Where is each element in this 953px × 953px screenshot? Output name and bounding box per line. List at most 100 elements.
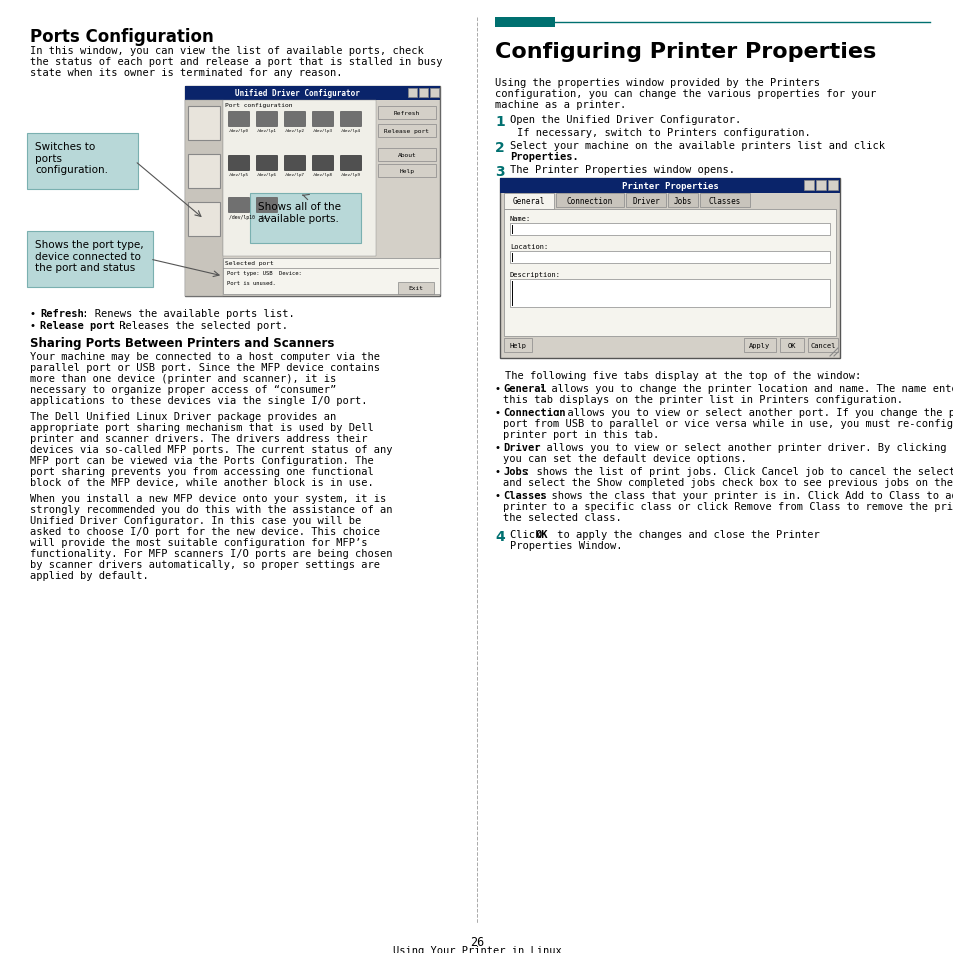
FancyBboxPatch shape <box>228 198 250 213</box>
Text: to apply the changes and close the Printer: to apply the changes and close the Print… <box>551 530 819 539</box>
Text: port from USB to parallel or vice versa while in use, you must re-configure the: port from USB to parallel or vice versa … <box>502 418 953 429</box>
FancyBboxPatch shape <box>185 87 439 296</box>
FancyBboxPatch shape <box>827 181 837 191</box>
FancyBboxPatch shape <box>430 89 438 98</box>
Text: Port is unused.: Port is unused. <box>227 281 275 286</box>
FancyBboxPatch shape <box>255 198 277 213</box>
Text: Location:: Location: <box>510 244 548 250</box>
FancyBboxPatch shape <box>815 181 825 191</box>
Text: Description:: Description: <box>510 272 560 277</box>
Text: : Renews the available ports list.: : Renews the available ports list. <box>76 309 294 318</box>
FancyBboxPatch shape <box>188 107 220 141</box>
Text: Release port: Release port <box>384 129 429 133</box>
FancyBboxPatch shape <box>255 156 277 172</box>
Text: If necessary, switch to Printers configuration.: If necessary, switch to Printers configu… <box>517 128 810 138</box>
Text: Printer Properties: Printer Properties <box>621 182 718 191</box>
Text: : allows you to view or select another printer driver. By clicking Options,: : allows you to view or select another p… <box>534 442 953 453</box>
Text: Jobs: Jobs <box>673 196 692 205</box>
Text: OK: OK <box>787 343 796 349</box>
Text: 3: 3 <box>495 165 504 179</box>
Text: MFP port can be viewed via the Ports Configuration. The: MFP port can be viewed via the Ports Con… <box>30 456 374 465</box>
Text: Releases the selected port.: Releases the selected port. <box>112 320 288 331</box>
FancyBboxPatch shape <box>339 156 361 172</box>
FancyBboxPatch shape <box>499 179 840 193</box>
FancyBboxPatch shape <box>250 193 360 244</box>
FancyBboxPatch shape <box>27 232 152 288</box>
Text: General: General <box>513 197 544 206</box>
Text: Properties.: Properties. <box>510 152 578 162</box>
Text: the selected class.: the selected class. <box>502 513 621 522</box>
Text: Shows the port type,
device connected to
the port and status: Shows the port type, device connected to… <box>35 240 144 273</box>
Text: block of the MFP device, while another block is in use.: block of the MFP device, while another b… <box>30 477 374 488</box>
FancyBboxPatch shape <box>377 125 436 138</box>
FancyBboxPatch shape <box>397 283 434 294</box>
Text: /dev/lp0: /dev/lp0 <box>229 129 249 132</box>
FancyBboxPatch shape <box>223 101 375 256</box>
Text: Help: Help <box>509 343 526 349</box>
Text: applications to these devices via the single I/O port.: applications to these devices via the si… <box>30 395 367 406</box>
Text: 2: 2 <box>495 141 504 154</box>
Text: Open the Unified Driver Configurator.: Open the Unified Driver Configurator. <box>510 115 740 125</box>
Text: Unified Driver Configurator. In this case you will be: Unified Driver Configurator. In this cas… <box>30 516 361 525</box>
FancyBboxPatch shape <box>228 156 250 172</box>
Text: When you install a new MFP device onto your system, it is: When you install a new MFP device onto y… <box>30 494 386 503</box>
Text: •: • <box>495 467 500 476</box>
FancyBboxPatch shape <box>377 107 436 120</box>
Text: /dev/lp1: /dev/lp1 <box>256 129 276 132</box>
FancyBboxPatch shape <box>188 203 220 236</box>
FancyBboxPatch shape <box>780 338 803 353</box>
Text: /dev/lp4: /dev/lp4 <box>340 129 360 132</box>
Text: by scanner drivers automatically, so proper settings are: by scanner drivers automatically, so pro… <box>30 559 379 569</box>
FancyBboxPatch shape <box>503 193 554 210</box>
Text: Classes: Classes <box>708 196 740 205</box>
FancyBboxPatch shape <box>499 179 840 358</box>
Text: •: • <box>495 384 500 394</box>
FancyBboxPatch shape <box>284 112 306 128</box>
FancyBboxPatch shape <box>188 154 220 189</box>
FancyBboxPatch shape <box>192 208 215 226</box>
Text: Cancel: Cancel <box>809 343 835 349</box>
FancyBboxPatch shape <box>377 149 436 162</box>
FancyBboxPatch shape <box>510 280 829 308</box>
Text: : allows you to change the printer location and name. The name entered in: : allows you to change the printer locat… <box>538 384 953 394</box>
Text: strongly recommended you do this with the assistance of an: strongly recommended you do this with th… <box>30 504 392 515</box>
Text: Select your machine on the available printers list and click: Select your machine on the available pri… <box>510 141 884 151</box>
Text: The Printer Properties window opens.: The Printer Properties window opens. <box>510 165 734 174</box>
Text: Apply: Apply <box>749 343 770 349</box>
FancyBboxPatch shape <box>284 156 306 172</box>
Text: The Dell Unified Linux Driver package provides an: The Dell Unified Linux Driver package pr… <box>30 412 335 421</box>
Text: this tab displays on the printer list in Printers configuration.: this tab displays on the printer list in… <box>502 395 902 405</box>
Text: Sharing Ports Between Printers and Scanners: Sharing Ports Between Printers and Scann… <box>30 336 334 350</box>
FancyBboxPatch shape <box>312 112 334 128</box>
Text: more than one device (printer and scanner), it is: more than one device (printer and scanne… <box>30 374 335 384</box>
Text: Refresh: Refresh <box>40 309 84 318</box>
Text: Using Your Printer in Linux: Using Your Printer in Linux <box>393 945 560 953</box>
FancyBboxPatch shape <box>807 338 837 353</box>
Text: will provide the most suitable configuration for MFP’s: will provide the most suitable configura… <box>30 537 367 547</box>
Text: Click: Click <box>510 530 547 539</box>
Text: Jobs: Jobs <box>502 467 527 476</box>
FancyBboxPatch shape <box>556 193 623 208</box>
Text: configuration, you can change the various properties for your: configuration, you can change the variou… <box>495 89 876 99</box>
FancyBboxPatch shape <box>803 181 813 191</box>
Text: •: • <box>30 320 36 331</box>
Text: : shows the list of print jobs. Click Cancel job to cancel the selected job: : shows the list of print jobs. Click Ca… <box>523 467 953 476</box>
Text: /dev/lp10  /d...: /dev/lp10 /d... <box>229 214 274 220</box>
Text: state when its owner is terminated for any reason.: state when its owner is terminated for a… <box>30 68 342 78</box>
FancyBboxPatch shape <box>223 258 439 294</box>
Text: Help: Help <box>399 169 414 173</box>
Text: Unified Driver Configurator: Unified Driver Configurator <box>234 90 359 98</box>
FancyBboxPatch shape <box>625 193 665 208</box>
FancyBboxPatch shape <box>503 338 532 353</box>
Text: •: • <box>495 491 500 500</box>
Text: Name:: Name: <box>510 215 531 222</box>
Text: General: General <box>502 384 546 394</box>
Text: /dev/lp7: /dev/lp7 <box>285 172 305 177</box>
FancyBboxPatch shape <box>192 160 215 178</box>
FancyBboxPatch shape <box>510 224 829 235</box>
FancyBboxPatch shape <box>503 210 835 336</box>
FancyBboxPatch shape <box>185 101 223 296</box>
FancyBboxPatch shape <box>418 89 428 98</box>
FancyBboxPatch shape <box>339 112 361 128</box>
FancyBboxPatch shape <box>510 252 829 264</box>
